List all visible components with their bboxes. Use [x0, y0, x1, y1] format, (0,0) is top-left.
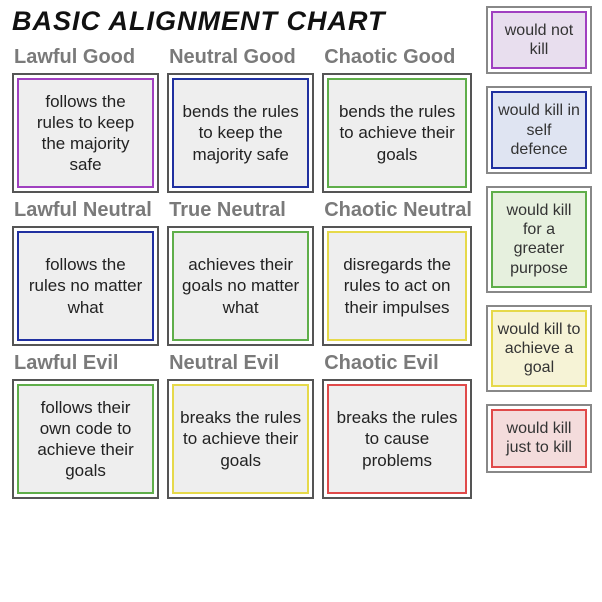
cell-chaotic-neutral: Chaotic Neutral disregards the rules to …: [322, 199, 472, 346]
cell-box-outer: disregards the rules to act on their imp…: [322, 226, 472, 346]
cell-box-inner: disregards the rules to act on their imp…: [327, 231, 467, 341]
legend-inner: would not kill: [491, 11, 587, 69]
cell-neutral-good: Neutral Good bends the rules to keep the…: [167, 46, 314, 193]
cell-box-outer: bends the rules to achieve their goals: [322, 73, 472, 193]
legend-item-greater-purpose: would kill for a greater purpose: [486, 186, 592, 293]
cell-box-inner: follows the rules to keep the majority s…: [17, 78, 154, 188]
cell-box-inner: bends the rules to achieve their goals: [327, 78, 467, 188]
chart-title: BASIC ALIGNMENT CHART: [12, 6, 386, 37]
legend-inner: would kill in self defence: [491, 91, 587, 169]
cell-box-outer: follows the rules no matter what: [12, 226, 159, 346]
cell-box-outer: breaks the rules to achieve their goals: [167, 379, 314, 499]
cell-label: True Neutral: [167, 199, 314, 222]
cell-label: Neutral Evil: [167, 352, 314, 375]
cell-label: Lawful Neutral: [12, 199, 159, 222]
cell-label: Chaotic Evil: [322, 352, 472, 375]
cell-lawful-neutral: Lawful Neutral follows the rules no matt…: [12, 199, 159, 346]
cell-box-inner: bends the rules to keep the majority saf…: [172, 78, 309, 188]
cell-box-outer: breaks the rules to cause problems: [322, 379, 472, 499]
legend-inner: would kill just to kill: [491, 409, 587, 467]
cell-neutral-evil: Neutral Evil breaks the rules to achieve…: [167, 352, 314, 499]
cell-box-outer: achieves their goals no matter what: [167, 226, 314, 346]
cell-lawful-good: Lawful Good follows the rules to keep th…: [12, 46, 159, 193]
cell-box-inner: follows their own code to achieve their …: [17, 384, 154, 494]
cell-label: Chaotic Neutral: [322, 199, 472, 222]
cell-true-neutral: True Neutral achieves their goals no mat…: [167, 199, 314, 346]
cell-box-inner: breaks the rules to cause problems: [327, 384, 467, 494]
alignment-grid: Lawful Good follows the rules to keep th…: [12, 46, 472, 499]
legend-item-achieve-goal: would kill to achieve a goal: [486, 305, 592, 393]
legend-inner: would kill for a greater purpose: [491, 191, 587, 288]
cell-label: Lawful Good: [12, 46, 159, 69]
legend-item-self-defence: would kill in self defence: [486, 86, 592, 174]
legend-inner: would kill to achieve a goal: [491, 310, 587, 388]
cell-chaotic-evil: Chaotic Evil breaks the rules to cause p…: [322, 352, 472, 499]
cell-box-inner: follows the rules no matter what: [17, 231, 154, 341]
cell-box-outer: follows the rules to keep the majority s…: [12, 73, 159, 193]
cell-label: Chaotic Good: [322, 46, 472, 69]
legend: would not kill would kill in self defenc…: [486, 6, 592, 473]
legend-item-just-to-kill: would kill just to kill: [486, 404, 592, 472]
cell-box-inner: breaks the rules to achieve their goals: [172, 384, 309, 494]
cell-lawful-evil: Lawful Evil follows their own code to ac…: [12, 352, 159, 499]
legend-item-not-kill: would not kill: [486, 6, 592, 74]
cell-label: Lawful Evil: [12, 352, 159, 375]
cell-box-inner: achieves their goals no matter what: [172, 231, 309, 341]
cell-chaotic-good: Chaotic Good bends the rules to achieve …: [322, 46, 472, 193]
cell-label: Neutral Good: [167, 46, 314, 69]
cell-box-outer: follows their own code to achieve their …: [12, 379, 159, 499]
cell-box-outer: bends the rules to keep the majority saf…: [167, 73, 314, 193]
